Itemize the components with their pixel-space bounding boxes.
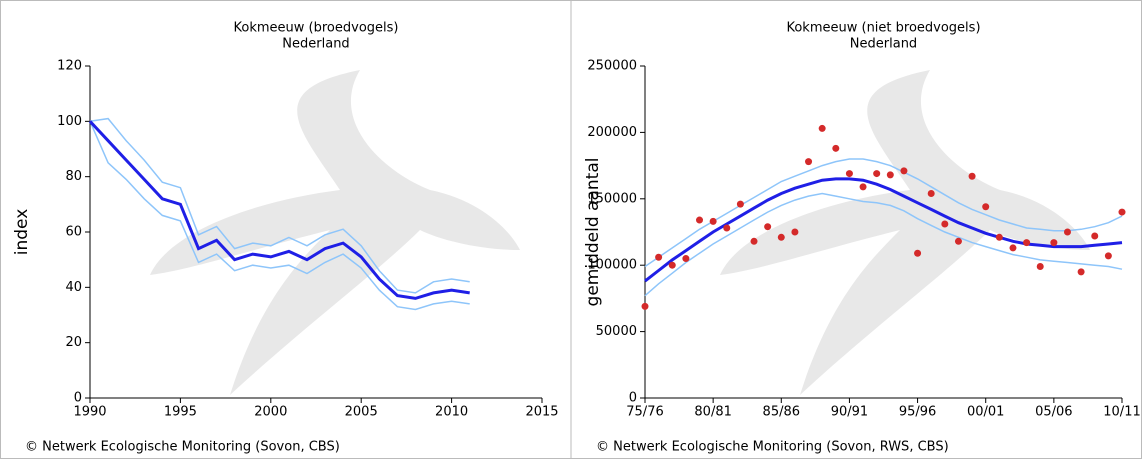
series-line	[644, 192, 1123, 297]
point	[1118, 208, 1126, 216]
point	[968, 172, 976, 180]
point	[1036, 263, 1044, 271]
point	[764, 223, 772, 231]
point	[750, 237, 758, 245]
chart-title: Kokmeeuw (niet broedvogels)	[786, 21, 980, 36]
point	[900, 167, 908, 175]
silhouette	[150, 70, 520, 395]
point	[818, 124, 826, 132]
point	[873, 170, 881, 178]
point	[845, 170, 853, 178]
series-line	[89, 117, 470, 294]
x-tick-label: 85/86	[763, 405, 800, 420]
chart-subtitle: Nederland	[850, 37, 917, 52]
point	[954, 237, 962, 245]
x-tick-label: 2010	[435, 405, 468, 420]
x-tick-label: 1990	[73, 405, 106, 420]
x-tick-label: 2000	[254, 405, 287, 420]
chart-title: Kokmeeuw (broedvogels)	[234, 21, 399, 36]
footer: © Netwerk Ecologische Monitoring (Sovon,…	[25, 440, 340, 455]
series-line	[644, 177, 1123, 283]
point	[1009, 244, 1017, 252]
y-tick-label: 0	[74, 391, 82, 406]
y-tick-label: 250000	[587, 59, 637, 74]
y-axis-label: index	[12, 209, 32, 256]
x-tick-label: 2005	[345, 405, 378, 420]
x-tick-label: 1995	[164, 405, 197, 420]
point	[886, 171, 894, 179]
point	[668, 261, 676, 269]
x-tick-label: 10/11	[1103, 405, 1140, 420]
point	[655, 253, 663, 261]
x-tick-label: 95/96	[899, 405, 936, 420]
point	[1104, 252, 1112, 260]
y-tick-label: 120	[57, 59, 82, 74]
y-tick-label: 50000	[596, 324, 637, 339]
series-line	[89, 121, 470, 311]
point	[777, 233, 785, 241]
y-tick-label: 100	[57, 114, 82, 129]
point	[682, 255, 690, 263]
x-tick-label: 05/06	[1035, 405, 1072, 420]
chart-subtitle: Nederland	[282, 37, 349, 52]
point	[641, 302, 649, 310]
y-tick-label: 60	[65, 225, 82, 240]
point	[982, 203, 990, 211]
point	[1063, 228, 1071, 236]
point	[805, 158, 813, 166]
point	[941, 220, 949, 228]
point	[832, 144, 840, 152]
point	[1023, 239, 1031, 247]
x-tick-label: 90/91	[831, 405, 868, 420]
point	[1050, 239, 1058, 247]
point	[791, 228, 799, 236]
point	[927, 189, 935, 197]
y-tick-label: 80	[65, 169, 82, 184]
x-tick-label: 00/01	[967, 405, 1004, 420]
series-line	[88, 120, 470, 300]
y-tick-label: 0	[629, 391, 637, 406]
point	[723, 224, 731, 232]
point	[995, 233, 1003, 241]
y-tick-label: 150000	[587, 191, 637, 206]
silhouette	[720, 70, 1090, 395]
point	[859, 183, 867, 191]
y-tick-label: 40	[65, 280, 82, 295]
footer: © Netwerk Ecologische Monitoring (Sovon,…	[596, 440, 949, 455]
point	[1077, 268, 1085, 276]
x-tick-label: 2015	[525, 405, 558, 420]
x-tick-label: 75/76	[626, 405, 663, 420]
point	[1091, 232, 1099, 240]
y-axis-label: gemiddeld aantal	[583, 158, 603, 307]
y-tick-label: 20	[65, 335, 82, 350]
point	[696, 216, 704, 224]
y-tick-label: 100000	[587, 258, 637, 273]
y-tick-label: 200000	[587, 125, 637, 140]
series-line	[644, 158, 1123, 268]
point	[709, 217, 717, 225]
point	[736, 200, 744, 208]
x-tick-label: 80/81	[694, 405, 731, 420]
point	[914, 249, 922, 257]
